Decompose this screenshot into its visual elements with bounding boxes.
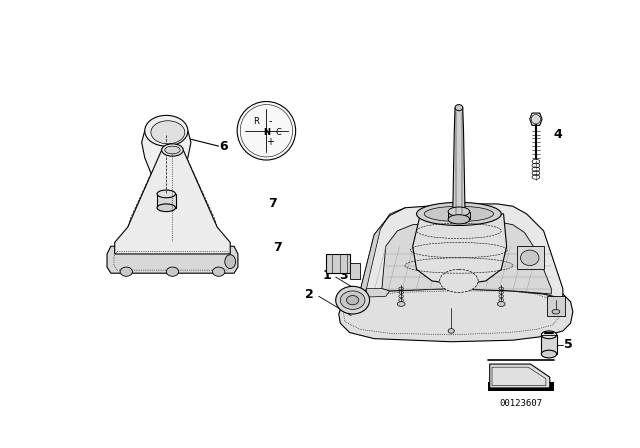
- Ellipse shape: [336, 286, 369, 314]
- Ellipse shape: [448, 207, 470, 216]
- Text: 4: 4: [553, 128, 562, 141]
- Ellipse shape: [212, 267, 225, 276]
- Polygon shape: [326, 254, 349, 273]
- Ellipse shape: [166, 267, 179, 276]
- Ellipse shape: [397, 302, 405, 306]
- Polygon shape: [339, 286, 573, 342]
- Ellipse shape: [455, 104, 463, 111]
- Polygon shape: [141, 131, 191, 196]
- Text: 3: 3: [339, 269, 348, 282]
- Text: 00123607: 00123607: [499, 399, 542, 408]
- Text: 7: 7: [268, 198, 277, 211]
- Polygon shape: [349, 263, 360, 279]
- Ellipse shape: [120, 267, 132, 276]
- Ellipse shape: [448, 329, 454, 333]
- Ellipse shape: [237, 102, 296, 160]
- Ellipse shape: [448, 215, 470, 224]
- Polygon shape: [516, 246, 543, 269]
- Polygon shape: [547, 296, 565, 315]
- Text: N: N: [263, 128, 270, 137]
- Ellipse shape: [541, 331, 557, 339]
- Polygon shape: [530, 113, 542, 125]
- Ellipse shape: [151, 121, 185, 144]
- Text: 5: 5: [564, 338, 573, 351]
- Text: 1: 1: [322, 269, 331, 282]
- Ellipse shape: [346, 296, 359, 305]
- Polygon shape: [107, 246, 238, 273]
- Text: R: R: [253, 117, 259, 126]
- Ellipse shape: [520, 250, 539, 266]
- Polygon shape: [115, 150, 230, 254]
- Ellipse shape: [225, 255, 236, 269]
- Text: 6: 6: [220, 140, 228, 153]
- Polygon shape: [413, 214, 507, 285]
- Ellipse shape: [157, 204, 175, 211]
- Ellipse shape: [417, 202, 501, 225]
- Polygon shape: [382, 222, 551, 294]
- Ellipse shape: [497, 302, 505, 306]
- Polygon shape: [448, 211, 470, 220]
- Text: 7: 7: [273, 241, 282, 254]
- Ellipse shape: [541, 350, 557, 358]
- Ellipse shape: [340, 291, 365, 310]
- Ellipse shape: [552, 310, 560, 314]
- Polygon shape: [452, 108, 465, 214]
- Ellipse shape: [440, 269, 478, 293]
- Ellipse shape: [157, 190, 175, 198]
- Polygon shape: [359, 208, 405, 299]
- Polygon shape: [541, 335, 557, 354]
- Ellipse shape: [424, 206, 493, 222]
- Polygon shape: [367, 289, 390, 297]
- Ellipse shape: [145, 116, 188, 146]
- Polygon shape: [488, 382, 554, 391]
- Text: 2: 2: [305, 288, 314, 301]
- Polygon shape: [490, 364, 550, 388]
- Text: C: C: [276, 128, 282, 137]
- Text: -: -: [269, 116, 272, 126]
- Polygon shape: [157, 194, 175, 208]
- Ellipse shape: [162, 144, 183, 156]
- Text: +: +: [266, 137, 275, 146]
- Ellipse shape: [164, 146, 180, 154]
- Polygon shape: [359, 204, 563, 299]
